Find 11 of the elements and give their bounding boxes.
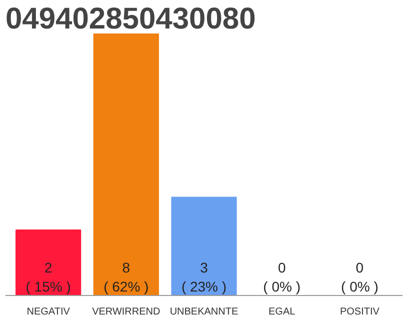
data-label: 3 ( 23% ) [181,259,227,294]
data-label: 0 ( 0% ) [341,259,378,294]
x-tick-label: POSITIV [340,306,380,318]
x-tick-label: VERWIRREND [92,306,160,318]
chart-title: 049402850430080 [6,2,256,36]
x-tick-label: UNBEKANNTE [170,306,238,318]
data-label: 0 ( 0% ) [263,259,301,294]
x-tick-label: EGAL [268,306,296,318]
data-label: 8 ( 62% ) [104,259,149,294]
data-label: 2 ( 15% ) [26,259,71,294]
x-tick-label: NEGATIV [26,306,70,318]
